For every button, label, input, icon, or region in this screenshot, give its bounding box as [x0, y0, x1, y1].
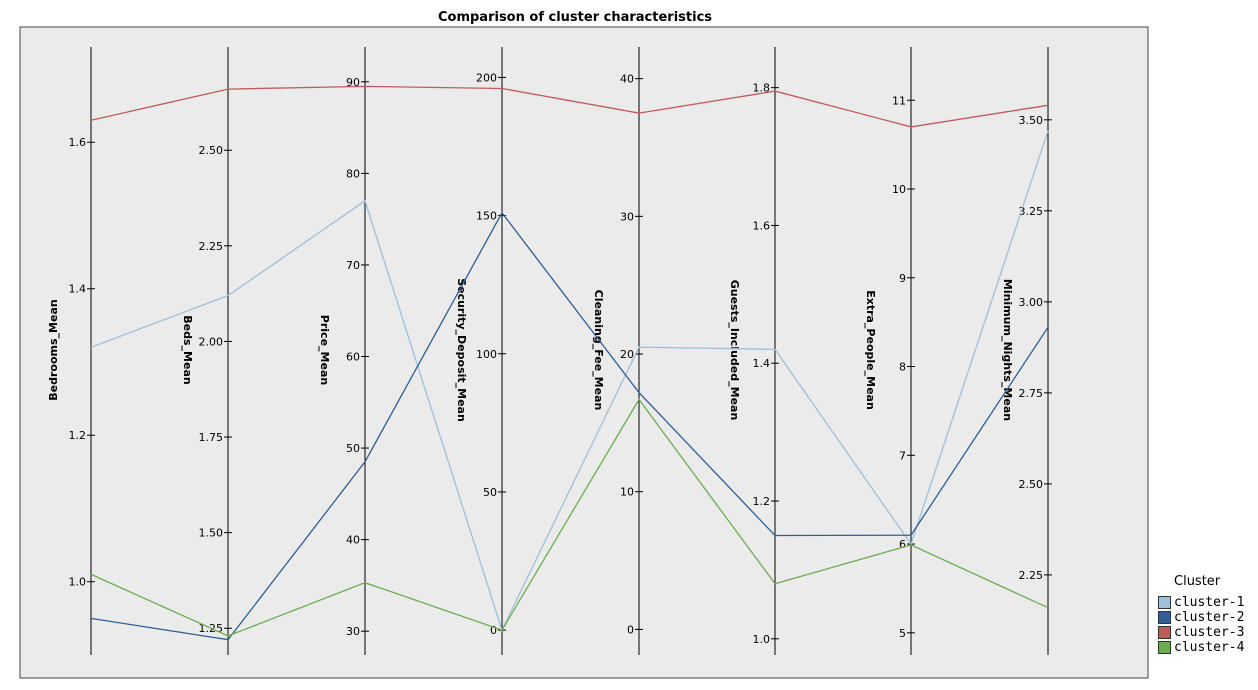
tick-label: 90	[346, 76, 360, 89]
tick-label: 3.00	[1019, 296, 1044, 309]
axis-label-bedrooms-mean: Bedrooms_Mean	[47, 299, 60, 400]
tick-label: 2.00	[199, 335, 224, 348]
tick-label: 1.4	[69, 283, 87, 296]
legend-swatch	[1158, 626, 1171, 639]
tick-label: 20	[620, 348, 634, 361]
legend: Cluster cluster-1 cluster-2 cluster-3 clust…	[1158, 574, 1244, 655]
axes-group: 1.0 1.2 1.4 1.6 Bedrooms_Mean 1.2 5 1.50 1.75 2.0…	[47, 47, 1052, 655]
tick-label: 80	[346, 167, 360, 180]
tick-label: 70	[346, 259, 360, 272]
tick-label: 150	[476, 210, 497, 223]
tick-label: 1.75	[199, 431, 224, 444]
tick-label: 11	[892, 94, 906, 107]
tick-label: 6	[899, 538, 906, 551]
legend-swatch	[1158, 641, 1171, 654]
series-line-cluster-2	[90, 211, 1049, 641]
series-line-cluster-1	[90, 130, 1049, 632]
tick-label: 40	[620, 73, 634, 86]
tick-label: 1.6	[753, 219, 771, 232]
tick-label: 40	[346, 534, 360, 547]
tick-label: 9	[899, 272, 906, 285]
axis-security-deposit-mean: 0 50 100 150 200 Security_Deposit_Mean	[455, 47, 506, 655]
tick-label: 8	[899, 361, 906, 374]
series-lines	[90, 85, 1049, 641]
axis-guests-included-mean: 1.0 1.2 1.4 1.6 1.8 Guests_Included_Mean	[728, 47, 779, 655]
tick-label: 10	[620, 486, 634, 499]
axis-label-extra-people-mean: Extra_People_Mean	[864, 290, 877, 410]
tick-label: 3.25	[1019, 205, 1044, 218]
axis-label-price-mean: Price_Mean	[318, 315, 331, 385]
legend-item-cluster-3: cluster-3	[1158, 625, 1244, 640]
legend-item-cluster-4: cluster-4	[1158, 640, 1244, 655]
tick-label: 2.50	[199, 144, 224, 157]
tick-label: 3.50	[1019, 114, 1044, 127]
legend-label: cluster-3	[1174, 625, 1245, 640]
tick-label: 1.50	[199, 527, 224, 540]
axis-minimum-nights-mean: 2.25 2.50 2.75 3.00 3.25 3.50 Minimum_Nights_M…	[1001, 47, 1052, 655]
tick-label: 1.0	[69, 576, 87, 589]
tick-label: 1.0	[753, 633, 771, 646]
tick-label: 10	[892, 183, 906, 196]
tick-label: 30	[346, 625, 360, 638]
tick-label: 1.4	[753, 357, 771, 370]
legend-label: cluster-1	[1174, 595, 1245, 610]
tick-label: 100	[476, 348, 497, 361]
axis-extra-people-mean: 5 6 7 8 9 10 11 Extra_People_Mean	[864, 47, 915, 655]
tick-label: 0	[490, 624, 497, 637]
tick-label: 5	[899, 627, 906, 640]
plot-background	[19, 26, 1149, 679]
legend-item-cluster-1: cluster-1	[1158, 595, 1244, 610]
axis-label-minimum-nights-mean: Minimum_Nights_Mean	[1001, 279, 1014, 421]
axis-label-cleaning-fee-mean: Cleaning_Fee_Mean	[592, 290, 605, 411]
legend-item-cluster-2: cluster-2	[1158, 610, 1244, 625]
legend-swatch	[1158, 596, 1171, 609]
tick-label: 1.2	[753, 495, 771, 508]
legend-label: cluster-4	[1174, 640, 1245, 655]
tick-label: 2.75	[1019, 387, 1044, 400]
parallel-coordinates-plot: 1.0 1.2 1.4 1.6 Bedrooms_Mean 1.2 5 1.50 1.75 2.0…	[19, 26, 1149, 679]
legend-swatch	[1158, 611, 1171, 624]
tick-label: 50	[483, 486, 497, 499]
tick-label: 50	[346, 442, 360, 455]
axis-label-security-deposit-mean: Security_Deposit_Mean	[455, 278, 468, 422]
tick-label: 2.25	[199, 240, 224, 253]
tick-label: 1.2	[69, 429, 87, 442]
tick-label: 30	[620, 210, 634, 223]
axis-bedrooms-mean: 1.0 1.2 1.4 1.6 Bedrooms_Mean	[47, 47, 95, 655]
axis-label-beds-mean: Beds_Mean	[181, 315, 194, 384]
chart-title: Comparison of cluster characteristics	[437, 10, 713, 25]
legend-label: cluster-2	[1174, 610, 1245, 625]
tick-label: 2.25	[1019, 569, 1044, 582]
tick-label: 200	[476, 71, 497, 84]
axis-label-guests-included-mean: Guests_Included_Mean	[728, 280, 741, 421]
legend-title: Cluster	[1174, 574, 1221, 589]
series-line-cluster-3	[90, 85, 1049, 128]
axis-price-mean: 30 40 50 60 70 80 90 Price_Mean	[318, 47, 369, 655]
tick-label: 60	[346, 350, 360, 363]
axis-cleaning-fee-mean: 0 10 20 30 40 Cleaning_Fee_Mean	[592, 47, 643, 655]
tick-label: 1.8	[753, 82, 771, 95]
tick-label: 7	[899, 449, 906, 462]
tick-label: 0	[627, 623, 634, 636]
tick-label: 2.50	[1019, 478, 1044, 491]
series-line-cluster-4	[90, 398, 1049, 637]
tick-label: 1.6	[69, 136, 87, 149]
